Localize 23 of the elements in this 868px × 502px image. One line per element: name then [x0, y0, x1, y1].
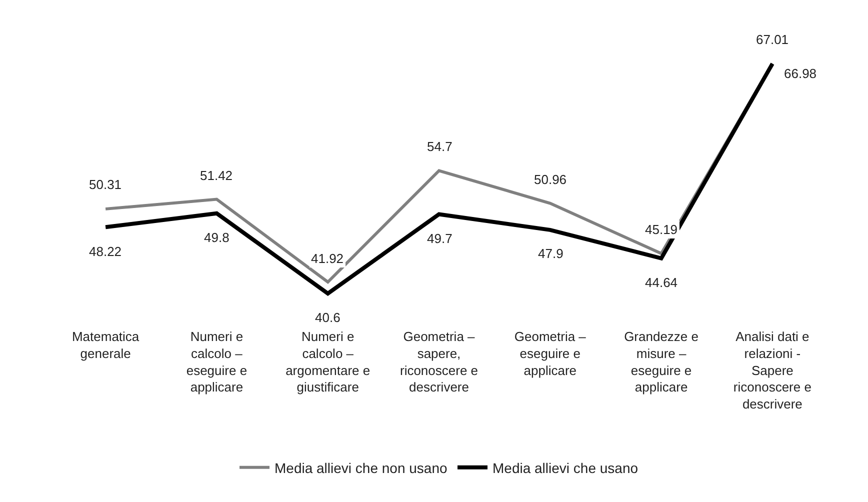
data-label: 50.96 — [534, 172, 567, 187]
data-label: 44.64 — [645, 275, 678, 290]
x-tick-label: Matematica generale — [72, 329, 140, 361]
data-label: 54.7 — [427, 139, 452, 154]
x-tick-label: Geometria – eseguire e applicare — [514, 329, 587, 378]
legend-label: Media allievi che usano — [492, 460, 638, 476]
x-tick-label: Numeri e calcolo – eseguire e applicare — [186, 329, 248, 395]
data-label: 50.31 — [89, 177, 122, 192]
data-label: 47.9 — [538, 246, 564, 261]
data-label: 45.19 — [645, 222, 678, 237]
legend-label: Media allievi che non usano — [274, 460, 448, 476]
data-label: 66.98 — [784, 66, 817, 81]
x-tick-label: Numeri e calcolo – argomentare e giustificare — [286, 329, 370, 395]
data-label: 41.92 — [311, 251, 344, 266]
data-label: 48.22 — [89, 244, 122, 259]
x-tick-label: Analisi dati e relazioni - Sapere riconoscere e descrivere — [733, 329, 812, 412]
data-label: 40.6 — [315, 310, 340, 325]
data-label: 67.01 — [756, 32, 789, 47]
data-label: 49.7 — [427, 231, 452, 246]
x-tick-label: Grandezze e misure – eseguire e applicare — [624, 329, 699, 395]
x-tick-label: Geometria – sapere, riconoscere e descrivere — [400, 329, 478, 395]
data-label: 49.8 — [204, 230, 230, 245]
data-label: 51.42 — [200, 168, 233, 183]
